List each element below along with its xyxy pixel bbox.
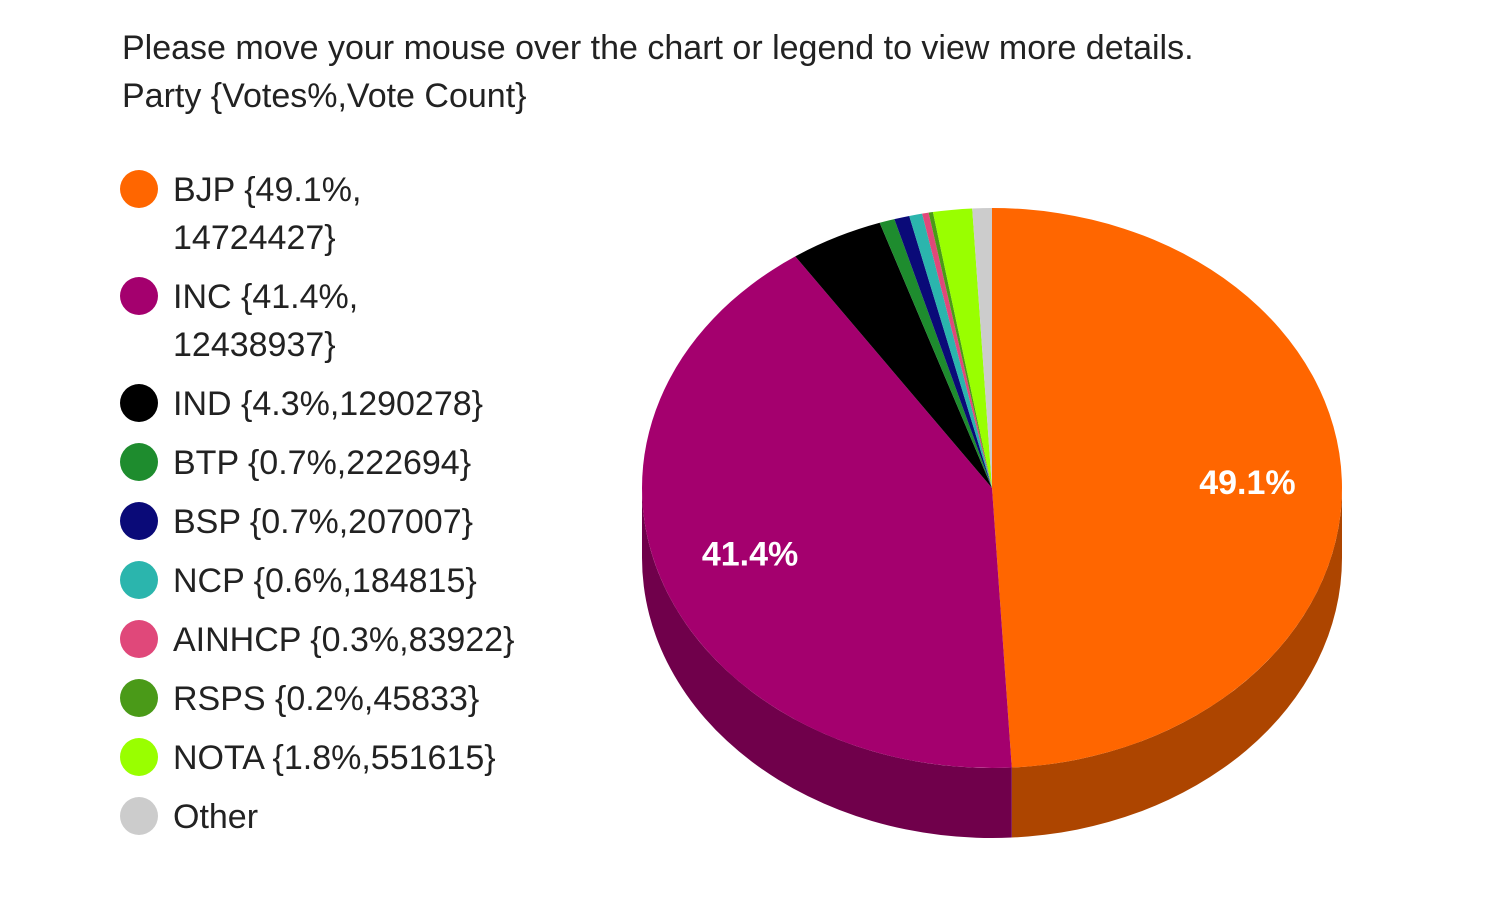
legend-label: NOTA {1.8%,551615}	[173, 739, 496, 777]
legend-label: NCP {0.6%,184815}	[173, 562, 477, 600]
legend-swatch	[120, 277, 158, 315]
legend-label: INC {41.4%,	[173, 278, 359, 316]
legend-label: AINHCP {0.3%,83922}	[173, 621, 515, 659]
pie-slice-nota[interactable]	[932, 208, 992, 488]
pie-slice-bsp[interactable]	[894, 215, 992, 488]
legend-swatch	[120, 620, 158, 658]
legend-swatch	[120, 561, 158, 599]
legend-label: BJP {49.1%,	[173, 171, 362, 209]
pie-slice-btp[interactable]	[879, 219, 992, 488]
pie-side-inc[interactable]	[642, 488, 1012, 838]
pie-side-walls	[642, 488, 1342, 838]
pie-slice-ainhcp[interactable]	[922, 212, 992, 488]
legend-label: BSP {0.7%,207007}	[173, 503, 473, 541]
legend-label: 12438937}	[173, 326, 336, 364]
legend-swatch	[120, 738, 158, 776]
legend-swatch	[120, 502, 158, 540]
pie-slice-ind[interactable]	[795, 222, 992, 488]
legend-swatch	[120, 170, 158, 208]
legend-label: BTP {0.7%,222694}	[173, 444, 472, 482]
pie-slice-bjp[interactable]	[992, 208, 1342, 768]
legend-swatch	[120, 797, 158, 835]
pie-side-bjp[interactable]	[1011, 488, 1342, 838]
pie-slice-other[interactable]	[972, 208, 992, 488]
chart-legend: BJP {49.1%, 14724427} INC {41.4%, 12438937}…	[120, 0, 600, 901]
legend-label: RSPS {0.2%,45833}	[173, 680, 480, 718]
legend-label: IND {4.3%,1290278}	[173, 385, 484, 423]
pie-slice-ncp[interactable]	[909, 213, 992, 489]
legend-swatch	[120, 679, 158, 717]
legend-swatch	[120, 443, 158, 481]
chart-subtitle: Party {Votes%,Vote Count}	[122, 77, 527, 115]
legend-label: 14724427}	[173, 219, 336, 257]
legend-swatch	[120, 384, 158, 422]
data-label-bjp: 49.1%	[1199, 464, 1295, 502]
pie-slice-rsps[interactable]	[928, 212, 992, 488]
pie-slices	[642, 208, 1342, 768]
pie-slice-inc[interactable]	[642, 256, 1012, 768]
legend-label: Other	[173, 798, 259, 836]
chart-instruction: Please move your mouse over the chart or…	[122, 29, 1194, 67]
data-label-inc: 41.4%	[702, 536, 798, 574]
